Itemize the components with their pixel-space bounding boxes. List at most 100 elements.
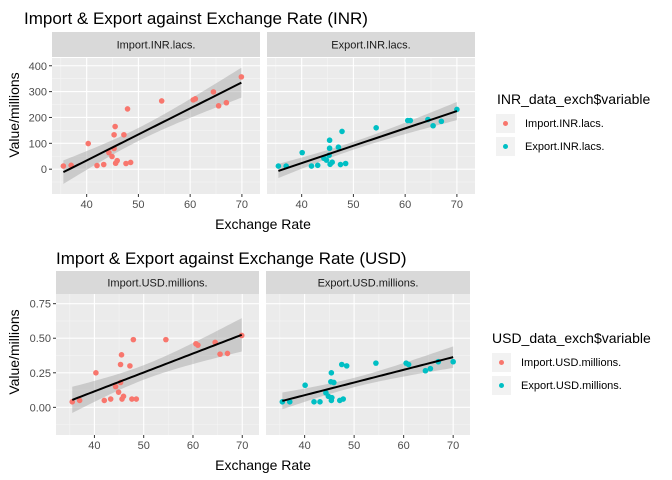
data-point bbox=[192, 96, 199, 102]
data-point bbox=[106, 149, 112, 156]
facet-panels: Import.INR.lacs. 40 50 60 70 0 100 200 300 400 Exp… bbox=[29, 32, 475, 211]
data-point bbox=[329, 159, 335, 165]
data-point bbox=[112, 383, 119, 390]
data-point bbox=[438, 118, 445, 125]
data-point bbox=[335, 144, 342, 151]
data-point bbox=[286, 399, 293, 405]
x-tick-label: 70 bbox=[451, 199, 463, 211]
data-point bbox=[223, 99, 230, 106]
x-tick-label: 40 bbox=[298, 440, 310, 452]
data-point bbox=[323, 157, 330, 163]
legend-key-import bbox=[503, 121, 508, 126]
x-tick-label: 50 bbox=[132, 199, 144, 211]
legend: INR_data_exch$variable Import.INR.lacs. … bbox=[496, 91, 651, 156]
legend-title: INR_data_exch$variable bbox=[497, 91, 651, 107]
data-point bbox=[342, 160, 349, 167]
data-point bbox=[338, 361, 345, 368]
y-tick-label: 200 bbox=[29, 112, 47, 124]
x-tick-label: 40 bbox=[88, 440, 100, 452]
data-point bbox=[109, 153, 115, 160]
data-point bbox=[340, 396, 347, 402]
x-tick-label: 40 bbox=[296, 199, 308, 211]
legend-title: USD_data_exch$variable bbox=[492, 330, 651, 346]
data-point bbox=[107, 396, 114, 402]
data-point bbox=[329, 394, 335, 401]
data-point bbox=[373, 360, 379, 366]
x-tick-label: 50 bbox=[138, 440, 150, 452]
data-point bbox=[314, 162, 321, 169]
data-point bbox=[93, 369, 99, 376]
y-tick-label: 400 bbox=[29, 61, 47, 73]
data-point bbox=[405, 361, 412, 368]
y-tick-label: 0.75 bbox=[30, 299, 51, 311]
data-point bbox=[331, 379, 337, 386]
data-point bbox=[129, 396, 135, 402]
legend-key-import bbox=[499, 360, 504, 365]
data-point bbox=[85, 140, 92, 147]
y-tick-label: 100 bbox=[29, 138, 47, 150]
data-point bbox=[195, 342, 201, 348]
facet-panel: Import.USD.millions. 40 50 60 70 0.00 0.25 0.50… bbox=[30, 271, 259, 452]
facet-strip-label: Export.USD.millions. bbox=[318, 278, 419, 290]
x-tick-label: 60 bbox=[184, 199, 196, 211]
regression-line bbox=[278, 110, 458, 172]
data-point bbox=[339, 128, 345, 135]
data-point bbox=[373, 125, 379, 131]
x-tick-label: 40 bbox=[81, 199, 93, 211]
facet-strip-label: Import.INR.lacs. bbox=[117, 40, 196, 52]
data-point bbox=[427, 365, 434, 372]
x-tick-label: 50 bbox=[347, 199, 359, 211]
data-point bbox=[158, 98, 165, 104]
panel-background bbox=[56, 294, 259, 435]
data-point bbox=[238, 74, 245, 80]
data-point bbox=[130, 336, 137, 343]
x-tick-label: 60 bbox=[398, 440, 410, 452]
legend-label-export: Export.INR.lacs. bbox=[525, 141, 604, 153]
confidence-band bbox=[72, 318, 242, 413]
chart-inr: Import & Export against Exchange Rate (I… bbox=[6, 9, 651, 232]
facet-strip bbox=[56, 271, 259, 294]
x-tick-label: 60 bbox=[399, 199, 411, 211]
data-point bbox=[94, 162, 100, 169]
data-point bbox=[328, 369, 335, 376]
data-point bbox=[217, 351, 223, 357]
data-point bbox=[317, 399, 323, 405]
x-tick-label: 70 bbox=[447, 440, 459, 452]
chart-usd: Import & Export against Exchange Rate (U… bbox=[6, 249, 651, 473]
x-tick-label: 50 bbox=[348, 440, 360, 452]
data-point bbox=[407, 117, 414, 124]
facet-strip-label: Export.INR.lacs. bbox=[331, 40, 410, 52]
data-point bbox=[120, 393, 127, 400]
y-axis-label: Value/millions bbox=[6, 72, 22, 157]
data-point bbox=[121, 131, 127, 138]
data-point bbox=[60, 163, 67, 169]
data-point bbox=[127, 363, 133, 369]
facet-panel: Export.INR.lacs. 40 50 60 70 bbox=[267, 32, 475, 211]
regression-line bbox=[62, 81, 242, 174]
data-point bbox=[311, 399, 317, 405]
facet-strip bbox=[267, 32, 475, 57]
data-point bbox=[114, 157, 120, 164]
x-axis-label: Exchange Rate bbox=[215, 216, 311, 232]
data-point bbox=[275, 163, 282, 169]
data-point bbox=[430, 122, 436, 129]
regression-line bbox=[282, 356, 454, 402]
y-tick-label: 0 bbox=[41, 164, 47, 176]
panel-background bbox=[266, 294, 470, 435]
data-point bbox=[115, 389, 122, 395]
y-tick-label: 0.00 bbox=[30, 402, 51, 414]
facet-panels: Import.USD.millions. 40 50 60 70 0.00 0.25 0.50… bbox=[30, 271, 470, 452]
chart-title: Import & Export against Exchange Rate (U… bbox=[56, 249, 407, 268]
facet-panel: Export.USD.millions. 40 50 60 70 bbox=[266, 271, 470, 452]
data-point bbox=[117, 361, 124, 368]
y-tick-label: 0.25 bbox=[30, 368, 51, 380]
regression-line bbox=[71, 333, 243, 401]
data-point bbox=[101, 397, 108, 404]
data-point bbox=[450, 358, 456, 365]
y-tick-label: 300 bbox=[29, 87, 47, 99]
data-point bbox=[69, 399, 76, 405]
chart-title: Import & Export against Exchange Rate (I… bbox=[24, 9, 368, 28]
data-point bbox=[210, 89, 217, 95]
legend-key-export bbox=[503, 144, 508, 149]
